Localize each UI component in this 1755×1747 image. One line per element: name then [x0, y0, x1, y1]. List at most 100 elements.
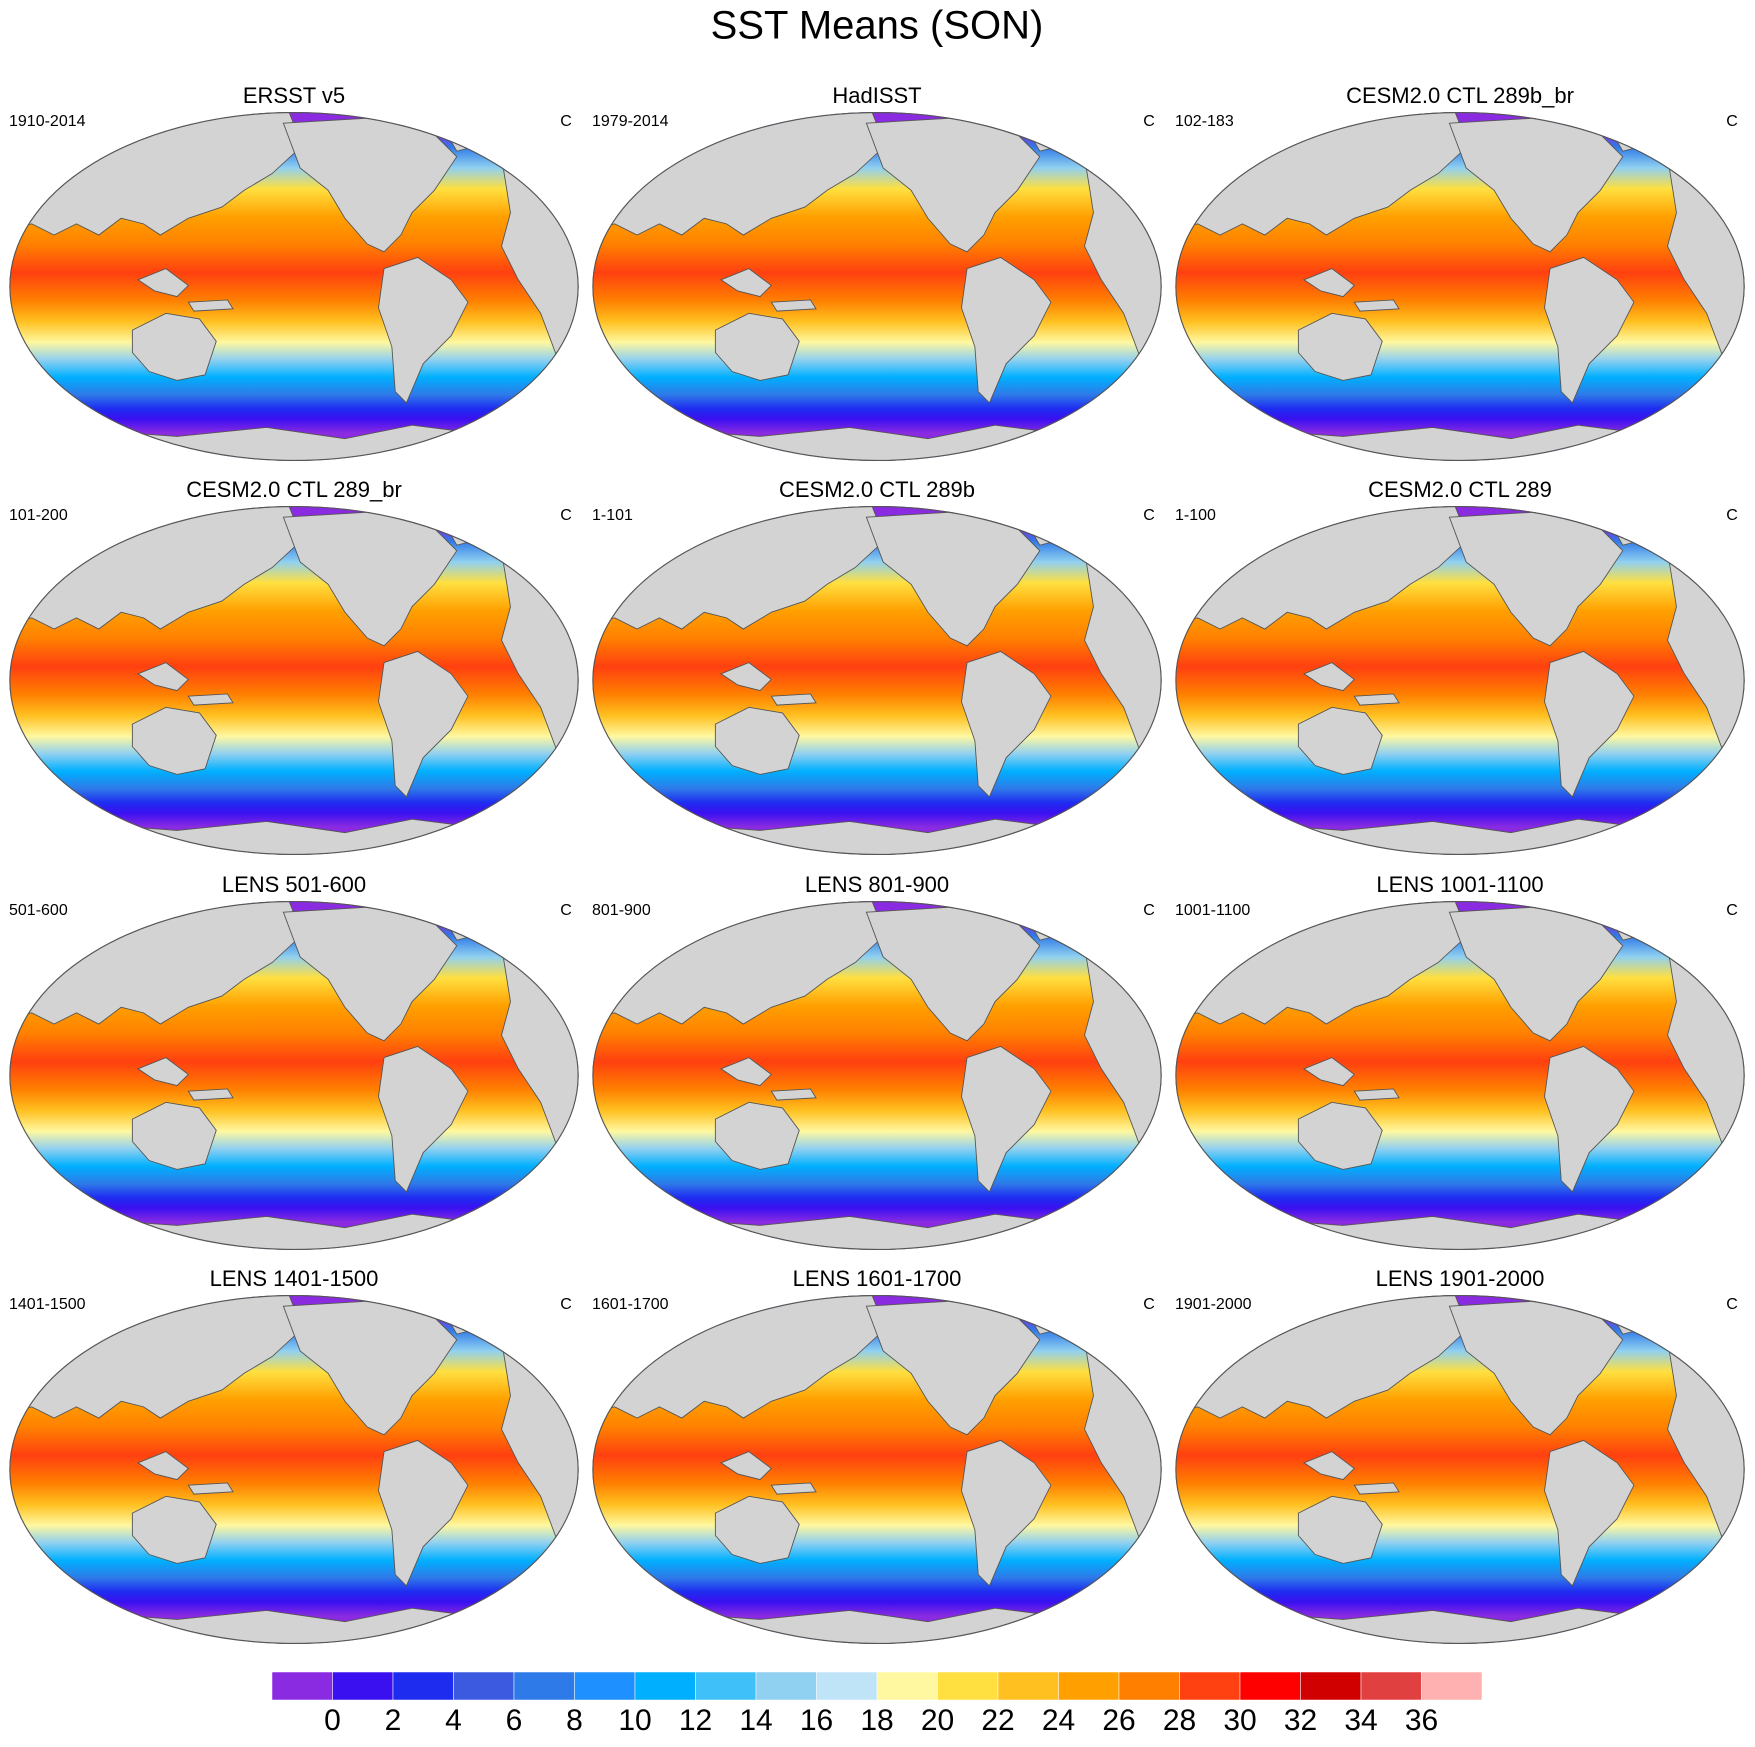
panel-period: 501-600 [9, 902, 68, 919]
panel-title: LENS 1001-1100 [1376, 872, 1543, 897]
map-panel: LENS 1001-1100 1001-1100 C [1175, 872, 1745, 1250]
panel-units: C [560, 1296, 572, 1313]
colorbar-label: 18 [860, 1704, 893, 1737]
panel-period: 1-101 [592, 507, 633, 524]
colorbar-label: 24 [1042, 1704, 1075, 1737]
colorbar-swatch [1421, 1671, 1483, 1701]
panel-units: C [560, 902, 572, 919]
colorbar-swatch [574, 1671, 636, 1701]
colorbar-label: 32 [1284, 1704, 1317, 1737]
map-panel: LENS 1901-2000 1901-2000 C [1175, 1266, 1745, 1644]
colorbar-label: 36 [1405, 1704, 1438, 1737]
world-map [9, 1295, 578, 1644]
colorbar-label: 28 [1163, 1704, 1196, 1737]
world-map [592, 506, 1161, 855]
colorbar-swatch [997, 1671, 1059, 1701]
colorbar-label: 6 [506, 1704, 523, 1737]
panel-title: LENS 1601-1700 [793, 1266, 962, 1291]
colorbar-swatch [876, 1671, 938, 1701]
colorbar-label: 14 [739, 1704, 772, 1737]
panel-title: LENS 801-900 [805, 872, 949, 897]
world-map [592, 112, 1161, 461]
world-map [9, 901, 578, 1250]
map-panel: LENS 1601-1700 1601-1700 C [592, 1266, 1162, 1644]
panel-title: CESM2.0 CTL 289b_br [1346, 83, 1574, 108]
panel-period: 801-900 [592, 902, 651, 919]
colorbar-label: 22 [981, 1704, 1014, 1737]
map-panel: HadISST 1979-2014 C [592, 83, 1162, 461]
panel-title: CESM2.0 CTL 289b [779, 477, 975, 502]
colorbar-label: 10 [618, 1704, 651, 1737]
colorbar-label: 26 [1102, 1704, 1135, 1737]
world-map [9, 112, 578, 461]
colorbar: 0 2 4 6 8 10 12 14 16 18 20 22 24 26 28 30 32 34 36 [271, 1671, 1483, 1737]
world-map [9, 506, 578, 855]
colorbar-label: 8 [566, 1704, 583, 1737]
panel-units: C [560, 113, 572, 130]
colorbar-swatch [1058, 1671, 1120, 1701]
panel-units: C [560, 507, 572, 524]
panel-title: LENS 501-600 [222, 872, 366, 897]
colorbar-swatch [937, 1671, 999, 1701]
panel-title: ERSST v5 [243, 83, 345, 108]
colorbar-swatch [1300, 1671, 1362, 1701]
colorbar-swatch [392, 1671, 454, 1701]
colorbar-swatch [755, 1671, 817, 1701]
panel-title: HadISST [832, 83, 921, 108]
map-panel: CESM2.0 CTL 289_br 101-200 C [9, 477, 579, 855]
panel-title: LENS 1401-1500 [210, 1266, 379, 1291]
panel-period: 1601-1700 [592, 1296, 669, 1313]
panel-period: 1901-2000 [1175, 1296, 1252, 1313]
colorbar-label: 30 [1223, 1704, 1256, 1737]
map-panel: LENS 1401-1500 1401-1500 C [9, 1266, 579, 1644]
map-panel: LENS 801-900 801-900 C [592, 872, 1162, 1250]
panel-units: C [1143, 507, 1155, 524]
map-panel: LENS 501-600 501-600 C [9, 872, 579, 1250]
world-map [1175, 1295, 1744, 1644]
colorbar-swatch [332, 1671, 394, 1701]
map-panel: ERSST v5 1910-2014 C [9, 83, 579, 461]
colorbar-label: 12 [679, 1704, 712, 1737]
map-panel: CESM2.0 CTL 289b 1-101 C [592, 477, 1162, 855]
panel-units: C [1726, 113, 1738, 130]
panel-period: 1-100 [1175, 507, 1216, 524]
colorbar-label: 34 [1344, 1704, 1377, 1737]
colorbar-label: 2 [385, 1704, 402, 1737]
panel-period: 102-183 [1175, 113, 1234, 130]
colorbar-swatch [271, 1671, 333, 1701]
panel-units: C [1726, 507, 1738, 524]
colorbar-swatch [1118, 1671, 1180, 1701]
panel-period: 1979-2014 [592, 113, 669, 130]
colorbar-swatch [1239, 1671, 1301, 1701]
panel-period: 1401-1500 [9, 1296, 86, 1313]
world-map [1175, 901, 1744, 1250]
colorbar-label: 20 [921, 1704, 954, 1737]
panel-period: 1910-2014 [9, 113, 86, 130]
map-panel: CESM2.0 CTL 289b_br 102-183 C [1175, 83, 1745, 461]
colorbar-label: 4 [445, 1704, 462, 1737]
world-map [1175, 506, 1744, 855]
figure-title: SST Means (SON) [711, 4, 1044, 48]
panel-units: C [1726, 1296, 1738, 1313]
colorbar-swatch [695, 1671, 757, 1701]
colorbar-swatch [1360, 1671, 1422, 1701]
panel-units: C [1143, 113, 1155, 130]
colorbar-swatch [816, 1671, 878, 1701]
panel-units: C [1726, 902, 1738, 919]
panel-title: CESM2.0 CTL 289_br [186, 477, 402, 502]
panel-title: LENS 1901-2000 [1376, 1266, 1545, 1291]
colorbar-swatch [634, 1671, 696, 1701]
colorbar-swatch [453, 1671, 515, 1701]
panel-period: 1001-1100 [1175, 902, 1250, 919]
panel-units: C [1143, 1296, 1155, 1313]
colorbar-swatch [1179, 1671, 1241, 1701]
panel-title: CESM2.0 CTL 289 [1368, 477, 1552, 502]
world-map [592, 1295, 1161, 1644]
colorbar-label: 0 [324, 1704, 341, 1737]
world-map [592, 901, 1161, 1250]
panel-units: C [1143, 902, 1155, 919]
map-panel: CESM2.0 CTL 289 1-100 C [1175, 477, 1745, 855]
world-map [1175, 112, 1744, 461]
